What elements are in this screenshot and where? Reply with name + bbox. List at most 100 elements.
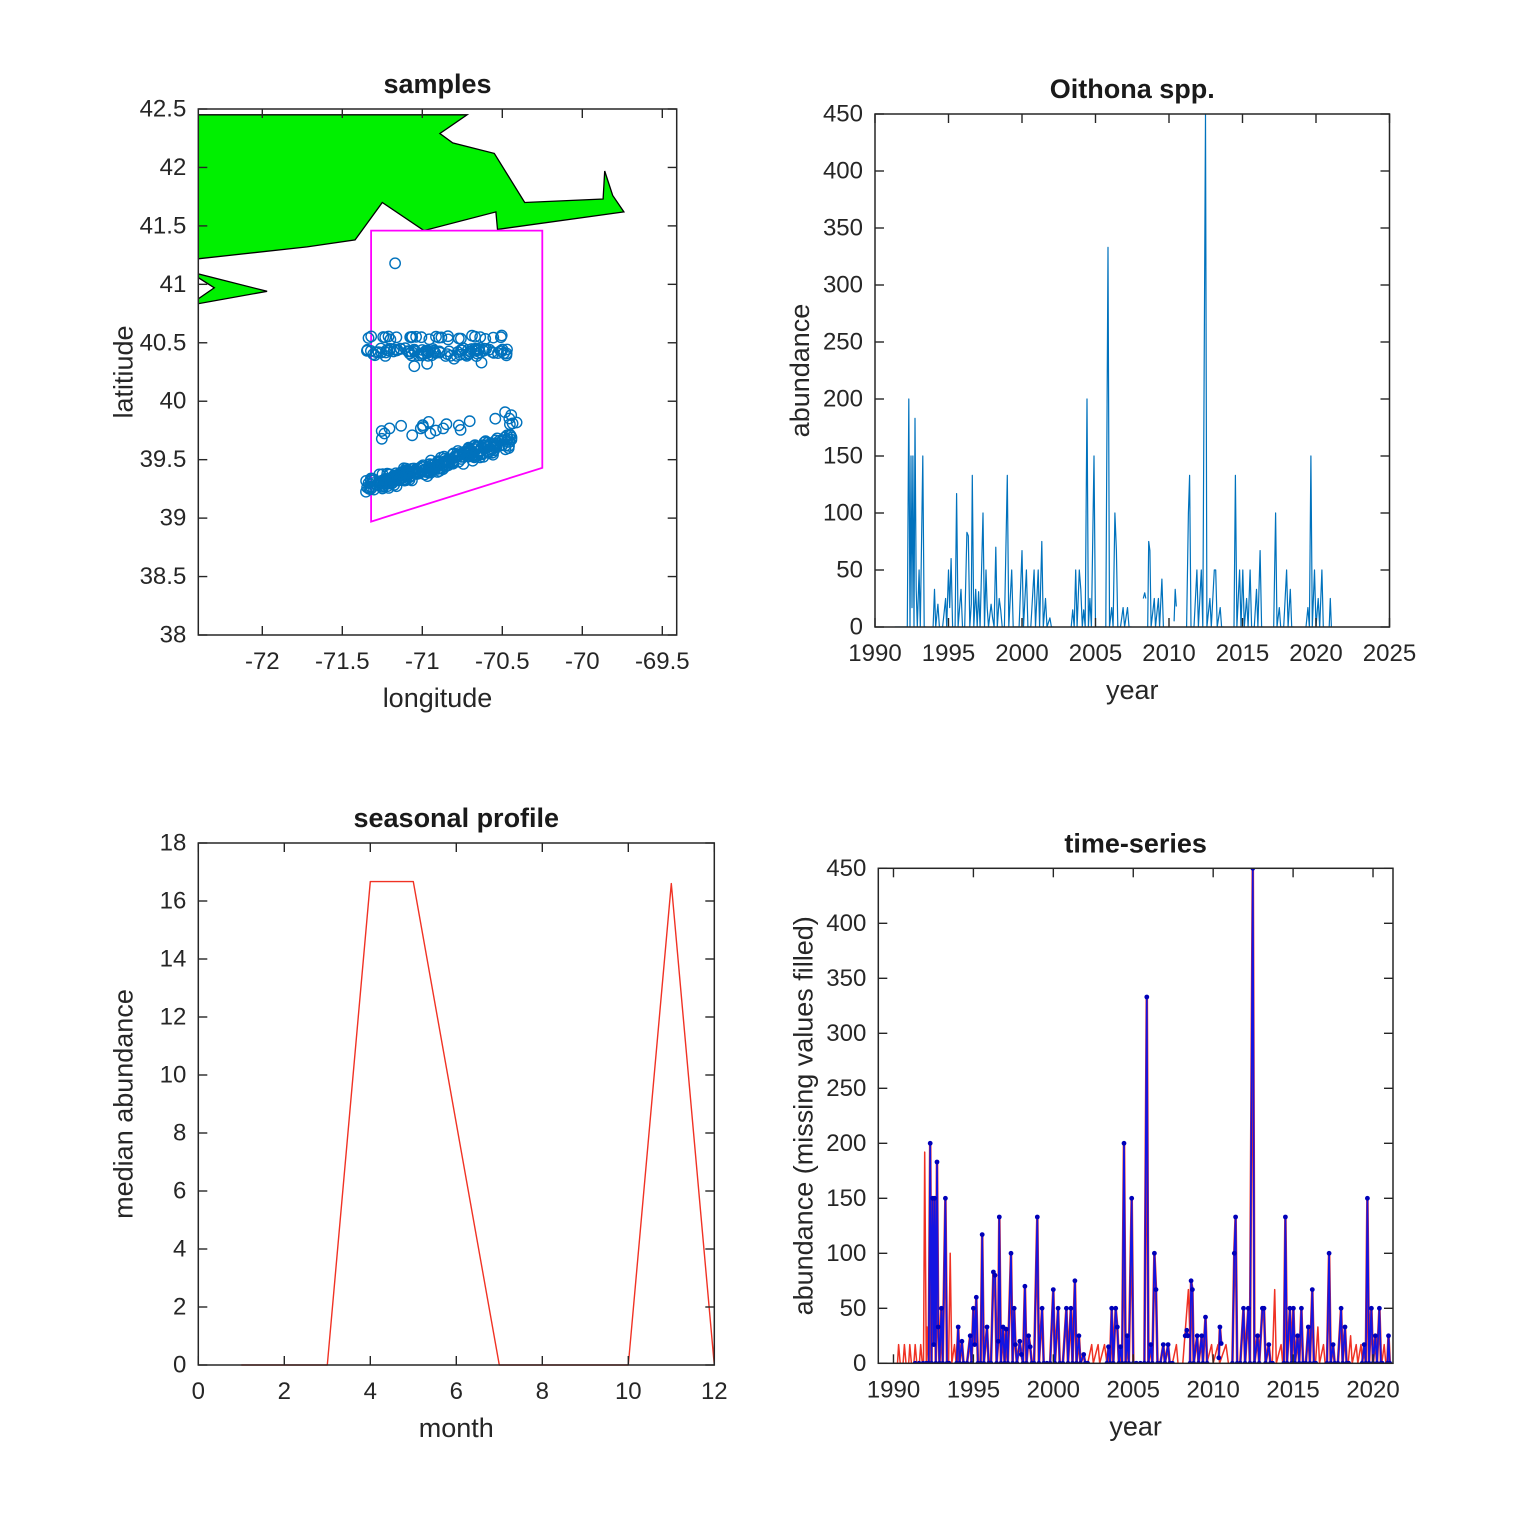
y-tick-label: 42 bbox=[160, 154, 187, 181]
study-region-box bbox=[370, 229, 544, 523]
line-segment bbox=[1189, 1279, 1208, 1364]
y-tick-label: 38.5 bbox=[140, 563, 187, 590]
data-marker bbox=[1185, 1333, 1191, 1339]
x-axis-label-oithona: year bbox=[1106, 675, 1159, 705]
data-marker bbox=[971, 1305, 976, 1311]
sample-point bbox=[475, 356, 488, 369]
data-marker bbox=[1011, 1305, 1017, 1311]
sample-point bbox=[406, 429, 419, 442]
data-marker bbox=[1026, 1333, 1031, 1339]
sample-point bbox=[443, 457, 456, 469]
data-marker bbox=[1255, 1333, 1260, 1339]
y-tick-label: 50 bbox=[836, 557, 863, 584]
line-segment bbox=[1271, 1288, 1285, 1364]
data-marker bbox=[1241, 1305, 1246, 1311]
line-segment bbox=[1305, 455, 1325, 627]
sample-point bbox=[375, 478, 388, 490]
data-marker bbox=[1199, 1333, 1205, 1339]
line-segment bbox=[1347, 1335, 1364, 1364]
data-marker bbox=[1017, 1338, 1023, 1344]
sample-point bbox=[362, 332, 375, 344]
data-marker bbox=[1072, 1278, 1078, 1284]
sample-point bbox=[383, 422, 396, 435]
x-tick-label: 1995 bbox=[947, 1376, 1000, 1403]
x-tick-label: 1990 bbox=[848, 640, 901, 667]
sample-point bbox=[391, 472, 404, 484]
y-axis-label-samples: latitiude bbox=[108, 325, 138, 418]
sample-point bbox=[368, 349, 381, 362]
y-tick-label: 2 bbox=[173, 1294, 186, 1321]
data-marker bbox=[1188, 1278, 1194, 1284]
sample-point bbox=[487, 331, 500, 344]
sample-point bbox=[403, 345, 415, 358]
y-tick-label: 39 bbox=[160, 505, 187, 532]
line-segment bbox=[1147, 540, 1164, 627]
sample-point bbox=[510, 416, 523, 429]
y-axis-label-timeseries: abundance (missing values filled) bbox=[788, 916, 818, 1315]
x-tick-label: 2015 bbox=[1216, 640, 1269, 667]
sample-point bbox=[377, 331, 390, 343]
sample-point bbox=[408, 360, 421, 373]
sample-point bbox=[435, 331, 448, 344]
sample-point bbox=[470, 344, 483, 357]
data-marker bbox=[1113, 1305, 1119, 1311]
data-marker bbox=[1216, 1355, 1222, 1361]
data-marker bbox=[959, 1338, 965, 1344]
data-marker bbox=[1386, 1333, 1391, 1339]
sample-point bbox=[477, 450, 490, 463]
line-segment bbox=[1171, 1288, 1192, 1364]
data-marker bbox=[1203, 1314, 1208, 1320]
sample-point bbox=[499, 406, 511, 419]
data-marker bbox=[1129, 1195, 1135, 1201]
y-tick-label: 300 bbox=[826, 1020, 866, 1047]
line-segment bbox=[1186, 114, 1224, 627]
sample-point bbox=[479, 332, 492, 345]
y-tick-label: 8 bbox=[173, 1120, 186, 1147]
axes-box-seasonal bbox=[197, 842, 716, 1366]
line-segment bbox=[1326, 1252, 1349, 1364]
sample-point bbox=[452, 419, 465, 432]
sample-point bbox=[383, 344, 396, 357]
y-tick-label: 250 bbox=[823, 329, 863, 356]
data-marker bbox=[1165, 1342, 1171, 1347]
data-marker bbox=[1369, 1305, 1374, 1311]
y-tick-label: 42.5 bbox=[140, 96, 187, 123]
sample-point bbox=[466, 329, 478, 342]
sample-point bbox=[365, 330, 378, 343]
data-marker bbox=[1003, 1326, 1009, 1332]
data-marker bbox=[1233, 1214, 1238, 1220]
sample-point bbox=[410, 330, 422, 343]
y-tick-label: 4 bbox=[173, 1236, 186, 1263]
data-marker bbox=[984, 1324, 990, 1330]
y-tick-label: 350 bbox=[823, 215, 863, 242]
data-marker bbox=[1295, 1333, 1300, 1339]
sample-point bbox=[423, 333, 436, 346]
y-tick-label: 250 bbox=[826, 1075, 866, 1102]
data-marker bbox=[1377, 1305, 1382, 1311]
y-tick-label: 400 bbox=[826, 910, 866, 937]
sample-point bbox=[503, 418, 516, 431]
axes-box-samples bbox=[197, 108, 678, 636]
x-tick-label: 2010 bbox=[1186, 1376, 1239, 1403]
sample-point bbox=[474, 448, 487, 461]
line-segment bbox=[893, 1151, 930, 1364]
sample-point bbox=[398, 469, 410, 482]
data-marker bbox=[1022, 1283, 1028, 1289]
sample-point bbox=[390, 344, 403, 357]
data-marker bbox=[1013, 1342, 1018, 1347]
data-marker bbox=[967, 1333, 973, 1339]
landmass-island bbox=[198, 273, 268, 305]
data-marker bbox=[972, 1342, 978, 1347]
line-segment bbox=[1086, 1343, 1108, 1364]
data-marker bbox=[1121, 1140, 1127, 1146]
data-marker bbox=[939, 1305, 944, 1311]
line-segment bbox=[1381, 1343, 1388, 1364]
x-tick-label: -70.5 bbox=[475, 648, 530, 675]
plot-title-oithona: Oithona spp. bbox=[1050, 74, 1215, 104]
sample-point bbox=[422, 415, 435, 428]
sample-point bbox=[383, 472, 396, 485]
line-segment bbox=[947, 1252, 958, 1364]
data-marker bbox=[1153, 1287, 1159, 1292]
line-segment bbox=[1070, 246, 1132, 627]
